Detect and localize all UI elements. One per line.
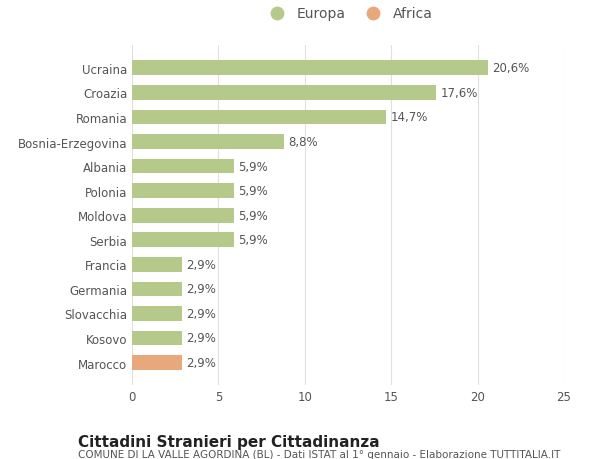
Text: 2,9%: 2,9% (187, 332, 217, 345)
Bar (132, 282, 182, 297)
Bar (132, 184, 234, 199)
Bar (132, 233, 234, 247)
Text: 2,9%: 2,9% (187, 283, 217, 296)
Bar (132, 159, 234, 174)
Bar (132, 86, 436, 101)
Text: 8,8%: 8,8% (289, 136, 318, 149)
Text: 5,9%: 5,9% (238, 234, 268, 247)
Text: 5,9%: 5,9% (238, 160, 268, 173)
Text: 14,7%: 14,7% (391, 111, 428, 124)
Bar (132, 110, 386, 125)
Text: COMUNE DI LA VALLE AGORDINA (BL) - Dati ISTAT al 1° gennaio - Elaborazione TUTTI: COMUNE DI LA VALLE AGORDINA (BL) - Dati … (78, 449, 560, 459)
Legend: Europa, Africa: Europa, Africa (258, 2, 438, 27)
Text: 5,9%: 5,9% (238, 185, 268, 198)
Text: 2,9%: 2,9% (187, 307, 217, 320)
Bar (132, 135, 284, 150)
Bar (132, 208, 234, 223)
Text: 2,9%: 2,9% (187, 356, 217, 369)
Bar (132, 62, 488, 76)
Bar (132, 355, 182, 370)
Text: 20,6%: 20,6% (492, 62, 530, 75)
Bar (132, 257, 182, 272)
Text: 5,9%: 5,9% (238, 209, 268, 222)
Bar (132, 307, 182, 321)
Text: Cittadini Stranieri per Cittadinanza: Cittadini Stranieri per Cittadinanza (78, 434, 380, 449)
Bar (132, 331, 182, 346)
Text: 2,9%: 2,9% (187, 258, 217, 271)
Text: 17,6%: 17,6% (440, 87, 478, 100)
